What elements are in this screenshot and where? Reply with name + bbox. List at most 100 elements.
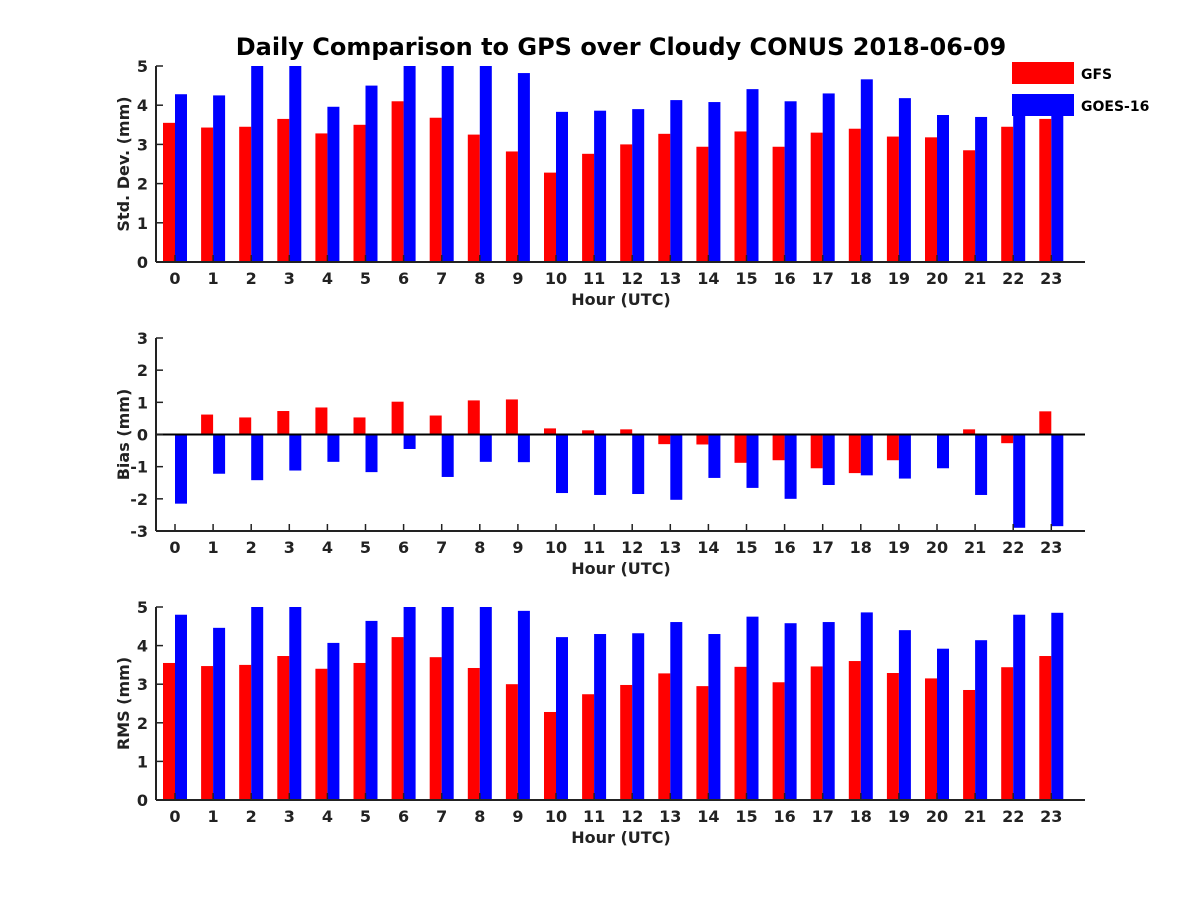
x-tick-label: 18 bbox=[850, 269, 872, 288]
y-tick-label: -1 bbox=[130, 458, 148, 477]
bar-goes-16-hour-19 bbox=[898, 630, 911, 800]
bar-goes-16-hour-12 bbox=[632, 109, 645, 263]
bar-goes-16-hour-23 bbox=[1051, 434, 1064, 527]
x-tick-label: 2 bbox=[246, 538, 257, 557]
chart-title: Daily Comparison to GPS over Cloudy CONU… bbox=[236, 33, 1007, 61]
y-tick-label: 4 bbox=[137, 637, 148, 656]
bar-goes-16-hour-12 bbox=[632, 633, 645, 800]
bar-goes-16-hour-5 bbox=[365, 620, 378, 800]
x-tick-label: 21 bbox=[964, 807, 986, 826]
x-tick-label: 13 bbox=[659, 807, 681, 826]
y-tick-label: 2 bbox=[137, 361, 148, 380]
x-tick-label: 16 bbox=[773, 538, 795, 557]
bar-goes-16-hour-0 bbox=[175, 94, 187, 262]
bar-goes-16-hour-7 bbox=[441, 66, 454, 262]
x-tick-label: 13 bbox=[659, 538, 681, 557]
x-tick-label: 0 bbox=[169, 807, 180, 826]
x-tick-label: 2 bbox=[246, 269, 257, 288]
x-tick-label: 23 bbox=[1040, 269, 1062, 288]
bar-goes-16-hour-19 bbox=[898, 434, 911, 479]
bar-goes-16-hour-8 bbox=[479, 434, 492, 462]
bar-goes-16-hour-23 bbox=[1051, 112, 1064, 262]
bar-gfs-hour-7 bbox=[429, 117, 442, 263]
x-tick-label: 12 bbox=[621, 269, 643, 288]
x-tick-label: 3 bbox=[284, 807, 295, 826]
bar-gfs-hour-2 bbox=[239, 664, 252, 800]
bar-gfs-hour-23 bbox=[1039, 411, 1052, 435]
x-tick-label: 14 bbox=[697, 807, 719, 826]
bar-goes-16-hour-10 bbox=[556, 637, 568, 800]
y-tick-label: 2 bbox=[137, 714, 148, 733]
bar-gfs-hour-15 bbox=[734, 666, 747, 800]
bar-gfs-hour-8 bbox=[467, 400, 480, 435]
bar-goes-16-hour-2 bbox=[251, 607, 264, 800]
bar-gfs-hour-5 bbox=[353, 124, 366, 262]
bar-gfs-hour-6 bbox=[391, 101, 404, 262]
x-tick-label: 20 bbox=[926, 269, 948, 288]
y-tick-label: 5 bbox=[137, 57, 148, 76]
bar-goes-16-hour-2 bbox=[251, 434, 264, 481]
bar-goes-16-hour-9 bbox=[517, 610, 530, 800]
bar-gfs-hour-5 bbox=[353, 662, 366, 800]
bar-goes-16-hour-3 bbox=[289, 66, 302, 262]
bar-goes-16-hour-3 bbox=[289, 607, 302, 800]
bar-goes-16-hour-10 bbox=[556, 434, 568, 494]
x-tick-label: 5 bbox=[360, 269, 371, 288]
x-tick-label: 10 bbox=[545, 807, 567, 826]
x-tick-label: 1 bbox=[208, 807, 219, 826]
x-axis-label: Hour (UTC) bbox=[571, 828, 671, 847]
x-tick-label: 5 bbox=[360, 538, 371, 557]
x-tick-label: 16 bbox=[773, 807, 795, 826]
x-tick-label: 22 bbox=[1002, 269, 1024, 288]
bar-gfs-hour-22 bbox=[1001, 434, 1014, 444]
bar-goes-16-hour-6 bbox=[403, 607, 416, 800]
x-tick-label: 5 bbox=[360, 807, 371, 826]
bar-goes-16-hour-1 bbox=[213, 434, 226, 474]
bar-goes-16-hour-22 bbox=[1013, 434, 1026, 528]
x-tick-label: 21 bbox=[964, 269, 986, 288]
bar-goes-16-hour-11 bbox=[594, 110, 607, 262]
bar-gfs-hour-20 bbox=[925, 678, 937, 800]
x-tick-label: 7 bbox=[436, 538, 447, 557]
bar-goes-16-hour-9 bbox=[517, 73, 530, 262]
y-tick-label: 4 bbox=[137, 96, 148, 115]
x-tick-label: 7 bbox=[436, 807, 447, 826]
x-tick-label: 11 bbox=[583, 269, 605, 288]
bar-goes-16-hour-17 bbox=[822, 93, 835, 262]
x-tick-label: 17 bbox=[812, 807, 834, 826]
bar-gfs-hour-14 bbox=[696, 686, 709, 800]
bar-gfs-hour-9 bbox=[505, 684, 518, 800]
bar-goes-16-hour-20 bbox=[937, 434, 949, 469]
y-tick-label: 5 bbox=[137, 598, 148, 617]
x-tick-label: 18 bbox=[850, 807, 872, 826]
bar-gfs-hour-3 bbox=[277, 656, 290, 800]
bar-gfs-hour-10 bbox=[544, 711, 556, 800]
bar-goes-16-hour-16 bbox=[784, 101, 797, 262]
bar-gfs-hour-19 bbox=[886, 136, 899, 262]
bar-gfs-hour-14 bbox=[696, 146, 709, 262]
bar-goes-16-hour-1 bbox=[213, 627, 226, 800]
bar-goes-16-hour-18 bbox=[860, 79, 873, 262]
bar-goes-16-hour-21 bbox=[975, 116, 988, 263]
legend-swatch-goes-16 bbox=[1012, 94, 1074, 116]
y-tick-label: 1 bbox=[137, 214, 148, 233]
x-tick-label: 10 bbox=[545, 269, 567, 288]
bar-goes-16-hour-22 bbox=[1013, 113, 1026, 262]
bar-goes-16-hour-3 bbox=[289, 434, 302, 471]
bar-gfs-hour-7 bbox=[429, 657, 442, 800]
x-tick-label: 21 bbox=[964, 538, 986, 557]
x-tick-label: 10 bbox=[545, 538, 567, 557]
x-tick-label: 4 bbox=[322, 807, 333, 826]
x-tick-label: 19 bbox=[888, 538, 910, 557]
bar-goes-16-hour-6 bbox=[403, 66, 416, 262]
bar-goes-16-hour-11 bbox=[594, 434, 607, 495]
x-tick-label: 23 bbox=[1040, 807, 1062, 826]
x-tick-label: 7 bbox=[436, 269, 447, 288]
bar-gfs-hour-17 bbox=[810, 132, 823, 262]
x-tick-label: 2 bbox=[246, 807, 257, 826]
bar-gfs-hour-16 bbox=[772, 682, 785, 800]
x-tick-label: 17 bbox=[812, 538, 834, 557]
bar-gfs-hour-18 bbox=[848, 661, 861, 800]
x-tick-label: 11 bbox=[583, 538, 605, 557]
